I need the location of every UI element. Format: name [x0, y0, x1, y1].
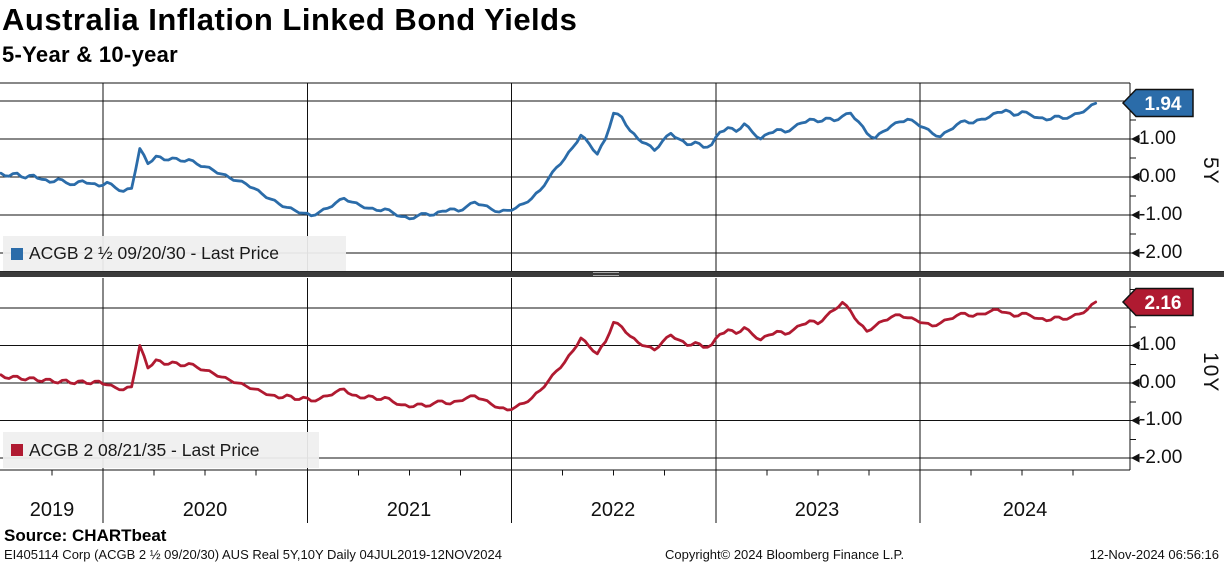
- legend-10y[interactable]: ACGB 2 08/21/35 - Last Price: [3, 432, 319, 468]
- legend-swatch-10y-icon: [11, 444, 23, 456]
- legend-label-10y: ACGB 2 08/21/35 - Last Price: [29, 439, 260, 460]
- panel-grid-10Y: [0, 278, 1140, 470]
- series-line-5Y: [0, 101, 1098, 221]
- chart-subtitle: 5-Year & 10-year: [2, 42, 179, 67]
- x-tick-label-2021: 2021: [386, 499, 432, 521]
- axis-name-10y: 10Y: [1199, 352, 1222, 393]
- series-line-10Y: [0, 300, 1098, 412]
- last-price-badge-5y: [1121, 88, 1194, 118]
- footer-timestamp: 12-Nov-2024 06:56:16: [1089, 547, 1219, 562]
- chart-title: Australia Inflation Linked Bond Yields: [2, 2, 578, 37]
- panel-separator: [0, 271, 1224, 277]
- last-price-value-5y: 1.94: [1145, 94, 1182, 115]
- panel-resize-handle-icon[interactable]: [593, 272, 619, 276]
- legend-label-5y: ACGB 2 ½ 09/20/30 - Last Price: [29, 243, 279, 263]
- y-tick-label-5y-m1: -1.00: [1139, 204, 1183, 225]
- x-tick-label-2019: 2019: [29, 499, 75, 521]
- y-tick-label-5y-0: 0.00: [1139, 166, 1176, 187]
- last-price-value-10y: 2.16: [1145, 293, 1182, 314]
- y-tick-label-10y-m1: -1.00: [1139, 409, 1183, 430]
- y-tick-label-10y-m2: -2.00: [1139, 447, 1183, 468]
- x-tick-label-2022: 2022: [590, 499, 636, 521]
- last-price-badge-10y: [1121, 287, 1194, 317]
- y-tick-label-5y-1: 1.00: [1139, 128, 1176, 149]
- legend-swatch-5y-icon: [11, 247, 23, 260]
- x-axis: [0, 82, 1130, 523]
- x-tick-label-2023: 2023: [794, 499, 840, 521]
- y-tick-label-10y-0: 0.00: [1139, 372, 1176, 393]
- footer-copyright: Copyright© 2024 Bloomberg Finance L.P.: [665, 547, 905, 562]
- legend-5y[interactable]: ACGB 2 ½ 09/20/30 - Last Price: [3, 236, 346, 271]
- footer-security-info: EI405114 Corp (ACGB 2 ½ 09/20/30) AUS Re…: [4, 547, 502, 562]
- axis-name-5y: 5Y: [1199, 157, 1222, 185]
- y-tick-label-10y-1: 1.00: [1139, 334, 1176, 355]
- y-tick-label-5y-m2: -2.00: [1139, 242, 1183, 263]
- source-line: Source: CHARTbeat: [4, 526, 167, 545]
- x-tick-label-2020: 2020: [182, 499, 228, 521]
- x-tick-label-2024: 2024: [1002, 499, 1048, 521]
